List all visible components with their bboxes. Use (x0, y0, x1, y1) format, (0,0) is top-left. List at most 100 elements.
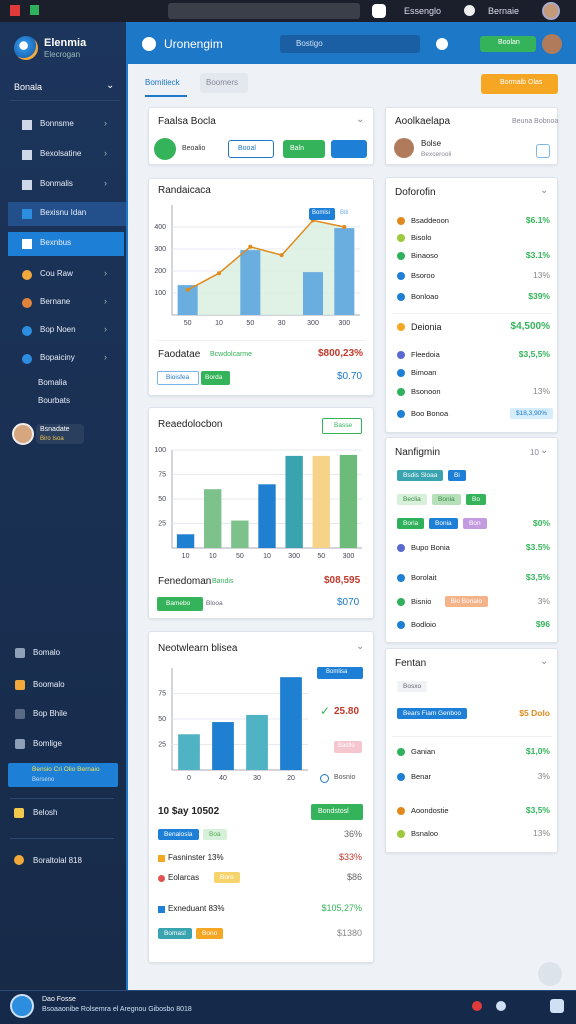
footer-text: Bsoaaonibe Rolsemra el Aregnou Gibosbo 8… (42, 1006, 192, 1013)
bullet (397, 621, 405, 629)
nav-icon (14, 808, 24, 818)
row-value: $1,0% (525, 746, 550, 756)
icon-button[interactable] (538, 962, 562, 986)
row-label: Deionia (411, 322, 442, 332)
divider (392, 313, 552, 314)
button[interactable] (311, 804, 363, 820)
action-button[interactable] (481, 74, 558, 94)
row-value: 36% (343, 829, 362, 839)
bullet (397, 410, 405, 418)
profile-name: Bolse (421, 139, 442, 148)
tag: Bomasl (158, 928, 192, 939)
nav-item[interactable]: Bomlige (33, 739, 62, 748)
bullet (397, 323, 405, 331)
y-tick-label: 75 (158, 471, 166, 478)
summary-value: $08,595 (324, 575, 361, 586)
nav-item[interactable]: Bexisnu Idan (40, 208, 87, 217)
card-title: Nanfigmin (395, 447, 441, 458)
tag[interactable]: Bsdis Sloaa (397, 470, 444, 481)
address-bar[interactable] (168, 3, 360, 19)
y-tick-label: 100 (154, 447, 166, 454)
nav-item[interactable]: Bomalia (38, 378, 67, 387)
legend-label: Biti (340, 210, 349, 216)
icon (472, 1001, 482, 1011)
tab: Boomers (206, 78, 239, 87)
tab[interactable]: Bomitieck (145, 78, 180, 87)
button[interactable] (331, 140, 367, 158)
nav-item[interactable]: Boomalo (33, 680, 65, 689)
tag[interactable]: Bo (466, 494, 486, 505)
chevron: ⌄ (540, 656, 549, 667)
chevron: › (104, 268, 107, 278)
tag[interactable]: Bosxo (397, 681, 428, 692)
x-tick-label: 300 (307, 320, 319, 327)
header-button[interactable] (480, 36, 536, 52)
tab-bg[interactable] (200, 73, 248, 93)
card (385, 177, 558, 433)
legend-label: Bomlsi (312, 210, 331, 216)
row-label: Fasninster 13% (168, 853, 224, 862)
nav-icon (22, 150, 32, 160)
nav-item[interactable]: Bomalo (33, 648, 61, 657)
row-value: $3,5% (525, 805, 550, 815)
x-tick-label: 30 (278, 320, 286, 327)
tag[interactable]: $18,3,90% (510, 408, 554, 419)
tag: Boa (203, 829, 227, 840)
button[interactable] (228, 140, 274, 158)
bullet (158, 855, 165, 862)
row-label: Benar (411, 772, 432, 781)
search[interactable] (280, 35, 420, 53)
tag[interactable]: Boria (397, 518, 425, 529)
nav-item[interactable]: Bourbats (38, 396, 71, 405)
nav-item[interactable]: Cou Raw (40, 269, 73, 278)
nav-item[interactable]: Boraltolal 818 (33, 856, 82, 865)
nav-item[interactable]: Bop Noen (40, 325, 76, 334)
tag[interactable]: Beclia (397, 494, 427, 505)
tag[interactable]: Bears Fiam Genboo (397, 708, 468, 719)
row-value: $3,5% (525, 572, 550, 582)
tab-underline (145, 95, 187, 97)
card-title: Randaicaca (158, 185, 211, 196)
bullet (158, 875, 165, 882)
tag[interactable]: Bonia (432, 494, 461, 505)
button[interactable] (283, 140, 325, 158)
tag-label: Bioisfea (166, 374, 190, 381)
card-title: Reaedolocbon (158, 419, 223, 430)
button-label[interactable]: Beoalio (182, 145, 206, 152)
row-value: 13% (532, 828, 550, 838)
row-value: $86 (346, 872, 362, 882)
nav-item[interactable]: Bernane (40, 297, 71, 306)
tag[interactable]: Bio Borialo (444, 596, 489, 607)
row-label: Boo Bonoa (411, 409, 449, 418)
brand: Elenmia (44, 37, 87, 49)
tag[interactable]: Bi (448, 470, 466, 481)
tag[interactable]: Bonia (429, 518, 458, 529)
bar (177, 285, 198, 315)
bar (334, 228, 355, 315)
row-value: 13% (532, 386, 550, 396)
point (185, 287, 190, 292)
nav-item[interactable]: Bexnbus (40, 238, 72, 247)
y-tick-label: 200 (154, 268, 166, 275)
summary-value: $800,23% (318, 348, 364, 359)
nav-item[interactable]: Bonmalis (40, 179, 73, 188)
summary-value2: $070 (337, 597, 360, 608)
nav-item[interactable]: Bop Bhile (33, 709, 68, 718)
nav-item[interactable]: Bopaiciny (40, 353, 75, 362)
nav-item[interactable]: Bexolsatine (40, 149, 82, 158)
bar (280, 677, 302, 770)
section[interactable]: Bonala (14, 82, 43, 92)
avatar (394, 138, 414, 158)
tag[interactable]: Bon (463, 518, 487, 529)
tag-label: Blooa (206, 600, 223, 607)
bullet (397, 388, 405, 396)
row-label: Aoondostie (411, 806, 449, 815)
bar (178, 734, 200, 770)
nav-item[interactable]: Belosh (33, 808, 58, 817)
button[interactable] (322, 418, 362, 434)
nav-item[interactable]: Bonnsme (40, 119, 74, 128)
y-tick-label: 25 (158, 741, 166, 748)
nav-icon (14, 855, 24, 865)
icon-button[interactable] (536, 144, 550, 158)
